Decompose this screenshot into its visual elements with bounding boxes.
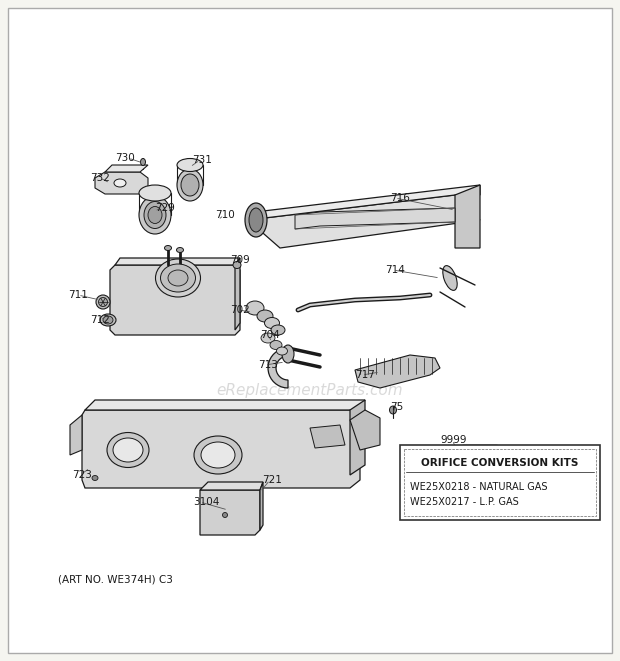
Text: 716: 716 (390, 193, 410, 203)
Text: 717: 717 (355, 370, 375, 380)
Ellipse shape (261, 333, 275, 343)
Text: 732: 732 (90, 173, 110, 183)
Polygon shape (235, 258, 240, 330)
Text: 712: 712 (90, 315, 110, 325)
Text: 9999: 9999 (440, 435, 466, 445)
Ellipse shape (96, 295, 110, 309)
Ellipse shape (168, 270, 188, 286)
Ellipse shape (194, 436, 242, 474)
Polygon shape (82, 410, 360, 488)
Text: 731: 731 (192, 155, 212, 165)
Ellipse shape (103, 316, 113, 324)
Text: 3104: 3104 (193, 497, 219, 507)
Ellipse shape (201, 442, 235, 468)
Ellipse shape (257, 310, 273, 322)
Text: 709: 709 (230, 255, 250, 265)
Polygon shape (70, 415, 82, 455)
Polygon shape (248, 185, 480, 220)
Polygon shape (350, 400, 365, 475)
Text: eReplacementParts.com: eReplacementParts.com (216, 383, 404, 397)
Ellipse shape (139, 196, 171, 234)
Bar (404, 449, 596, 516)
Text: 723: 723 (72, 470, 92, 480)
Ellipse shape (246, 301, 264, 315)
Polygon shape (310, 425, 345, 448)
Ellipse shape (177, 169, 203, 201)
Text: (ART NO. WE374H) C3: (ART NO. WE374H) C3 (58, 575, 173, 585)
Polygon shape (105, 165, 148, 172)
Polygon shape (268, 348, 288, 388)
Ellipse shape (223, 512, 228, 518)
Ellipse shape (282, 345, 294, 363)
Ellipse shape (92, 475, 98, 481)
Ellipse shape (99, 297, 107, 307)
Polygon shape (115, 258, 240, 265)
Ellipse shape (100, 314, 116, 326)
Polygon shape (248, 212, 260, 228)
Ellipse shape (114, 179, 126, 187)
Text: 711: 711 (68, 290, 88, 300)
Ellipse shape (177, 247, 184, 253)
Ellipse shape (245, 203, 267, 237)
Ellipse shape (148, 206, 162, 223)
Polygon shape (260, 482, 263, 530)
Text: WE25X0218 - NATURAL GAS: WE25X0218 - NATURAL GAS (410, 482, 547, 492)
Text: 714: 714 (385, 265, 405, 275)
Text: 710: 710 (215, 210, 235, 220)
Ellipse shape (271, 325, 285, 335)
Polygon shape (455, 185, 480, 248)
Polygon shape (350, 410, 380, 450)
Text: 721: 721 (262, 475, 282, 485)
Ellipse shape (270, 340, 282, 350)
Ellipse shape (139, 185, 171, 201)
Ellipse shape (181, 174, 199, 196)
Polygon shape (95, 172, 148, 194)
Ellipse shape (141, 159, 146, 165)
Ellipse shape (107, 432, 149, 467)
Ellipse shape (233, 262, 241, 268)
Ellipse shape (144, 202, 166, 229)
Text: 75: 75 (390, 402, 403, 412)
Ellipse shape (249, 208, 263, 232)
Ellipse shape (443, 266, 457, 290)
Ellipse shape (389, 406, 397, 414)
Text: 702: 702 (230, 305, 250, 315)
Polygon shape (200, 490, 260, 535)
Polygon shape (200, 482, 263, 490)
Text: 729: 729 (155, 203, 175, 213)
Text: 730: 730 (115, 153, 135, 163)
Bar (400, 445, 600, 520)
Ellipse shape (161, 264, 195, 292)
Ellipse shape (265, 317, 280, 329)
Ellipse shape (277, 347, 288, 355)
Polygon shape (355, 355, 440, 388)
Ellipse shape (177, 159, 203, 171)
Polygon shape (85, 400, 365, 410)
Polygon shape (110, 265, 240, 335)
Polygon shape (295, 208, 455, 229)
Polygon shape (248, 195, 480, 248)
Text: WE25X0217 - L.P. GAS: WE25X0217 - L.P. GAS (410, 497, 519, 507)
Text: ORIFICE CONVERSION KITS: ORIFICE CONVERSION KITS (422, 458, 578, 468)
Ellipse shape (156, 259, 200, 297)
Text: 713: 713 (258, 360, 278, 370)
Ellipse shape (113, 438, 143, 462)
Ellipse shape (164, 245, 172, 251)
Text: 704: 704 (260, 330, 280, 340)
